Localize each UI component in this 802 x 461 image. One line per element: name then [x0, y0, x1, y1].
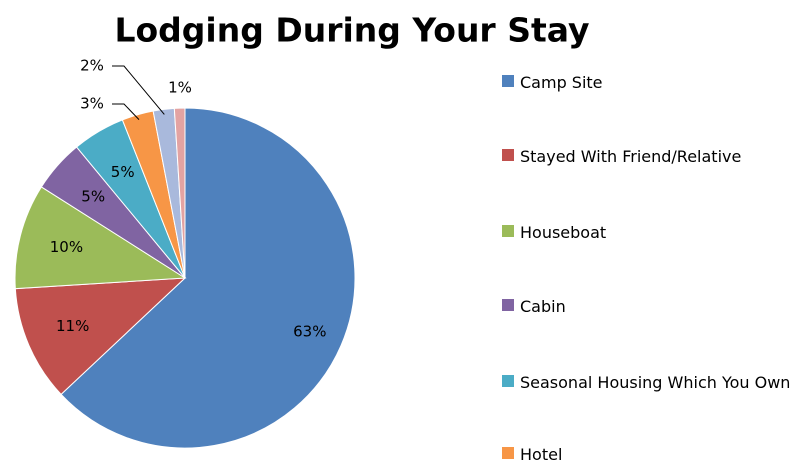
legend-label: Hotel [520, 445, 563, 461]
data-label: 1% [168, 79, 192, 97]
legend-label: Houseboat [520, 223, 607, 242]
legend-swatch [502, 299, 514, 311]
legend-label: Stayed With Friend/Relative [520, 147, 742, 166]
legend-swatch [502, 149, 514, 161]
data-label: 10% [50, 238, 83, 256]
pie-slice [14, 277, 187, 396]
legend-swatch [502, 75, 514, 87]
data-label: 3% [80, 95, 104, 113]
legend-item: Seasonal Housing Which You Own [502, 370, 800, 396]
pie-slice [173, 107, 186, 279]
legend-item: Cabin [502, 294, 800, 320]
chart-title: Lodging During Your Stay [114, 11, 589, 50]
data-label: 11% [56, 317, 89, 335]
legend-item: Houseboat [502, 220, 800, 246]
legend-swatch [502, 447, 514, 459]
data-label: 2% [80, 57, 104, 75]
data-label: 5% [81, 188, 105, 206]
data-label: 63% [293, 323, 326, 341]
legend-swatch [502, 225, 514, 237]
legend-item: Hotel [502, 442, 800, 461]
legend-label: Seasonal Housing Which You Own [520, 373, 791, 392]
leader-line [112, 103, 140, 120]
legend-label: Camp Site [520, 73, 603, 92]
data-label: 5% [111, 163, 135, 181]
pie-slice [14, 186, 187, 290]
legend-swatch [502, 375, 514, 387]
pie-slice [60, 107, 356, 449]
legend-item: Camp Site [502, 70, 800, 96]
leader-line [112, 65, 165, 115]
legend-item: Stayed With Friend/Relative [502, 144, 800, 170]
legend-label: Cabin [520, 297, 566, 316]
